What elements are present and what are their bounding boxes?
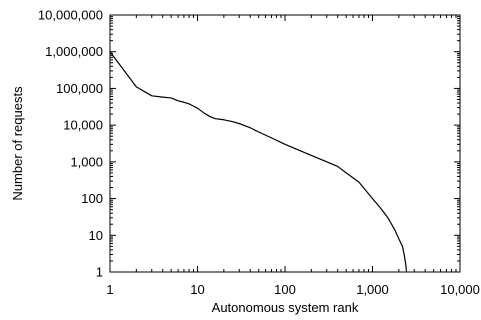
axis-ticks [109,14,461,273]
x-tick-labels: 1 10 100 1,000 10,000 [106,282,480,297]
series-group [109,51,408,273]
x-tick-label: 10 [190,282,204,297]
plot-frame [109,14,461,273]
y-tick-label: 10,000 [63,118,103,133]
x-tick-label: 1 [106,282,113,297]
y-tick-label: 1,000 [70,154,103,169]
y-tick-labels: 1 10 100 1,000 10,000 100,000 1,000,000 10,000,… [38,8,103,280]
series-line [109,51,408,273]
x-tick-label: 100 [274,282,296,297]
x-tick-label: 1,000 [356,282,389,297]
y-tick-label: 100,000 [56,81,103,96]
y-tick-label: 1 [96,265,103,280]
y-tick-label: 10 [89,228,103,243]
x-axis-title: Autonomous system rank [212,300,359,315]
y-tick-label: 10,000,000 [38,8,103,23]
y-tick-label: 100 [81,191,103,206]
y-tick-label: 1,000,000 [45,44,103,59]
x-tick-label: 10,000 [440,282,480,297]
y-axis-title: Number of requests [10,86,25,201]
